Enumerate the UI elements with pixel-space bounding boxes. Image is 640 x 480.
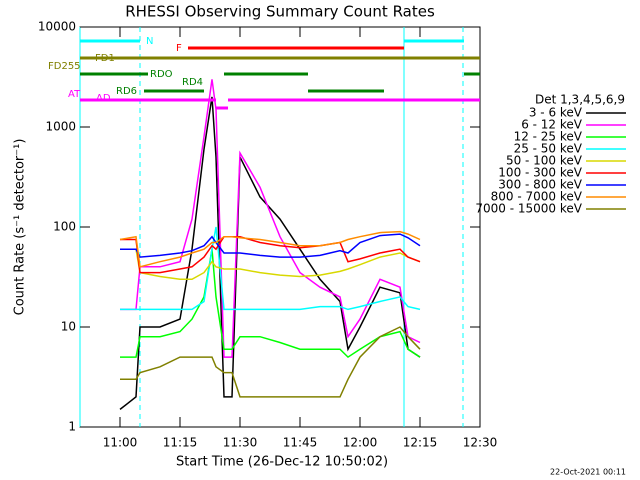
legend-label: 12 - 25 keV (514, 130, 583, 144)
flag-label: RD6 (116, 86, 137, 97)
legend-label: 100 - 300 keV (498, 166, 582, 180)
series-line (120, 226, 421, 311)
flag-label: N (146, 36, 153, 47)
legend-label: 7000 - 15000 keV (475, 202, 582, 216)
x-axis-label: Start Time (26-Dec-12 10:50:02) (176, 455, 388, 470)
y-tick-label: 1 (68, 420, 76, 434)
x-tick-label: 11:45 (283, 436, 318, 450)
legend-label: 50 - 100 keV (506, 154, 583, 168)
series-line (119, 96, 421, 410)
y-tick-label: 10 (61, 320, 76, 334)
series-line (120, 79, 421, 358)
x-tick-label: 11:30 (223, 436, 258, 450)
x-tick-label: 12:15 (403, 436, 438, 450)
y-tick-label: 10000 (38, 20, 76, 34)
legend-label: 3 - 6 keV (529, 106, 583, 120)
series-line (120, 326, 421, 398)
series-line (120, 248, 421, 281)
legend-label: 800 - 7000 keV (491, 190, 583, 204)
series-line (119, 230, 421, 268)
series-line (120, 233, 421, 258)
flag-label: AT (68, 89, 81, 100)
y-axis-label: Count Rate (s⁻¹ detector⁻¹) (13, 139, 28, 316)
chart-title: RHESSI Observing Summary Count Rates (125, 3, 435, 21)
x-tick-label: 11:00 (103, 436, 138, 450)
series-line (120, 235, 421, 274)
y-tick-label: 1000 (45, 120, 76, 134)
x-tick-label: 11:15 (163, 436, 198, 450)
legend-label: 6 - 12 keV (521, 118, 583, 132)
x-tick-label: 12:30 (463, 436, 498, 450)
flag-label: RDO (150, 69, 173, 80)
x-tick-label: 12:00 (343, 436, 378, 450)
flag-label: FD255 (48, 61, 81, 72)
footer: 22-Oct-2021 00:11 (550, 468, 626, 477)
flag-label: F (176, 43, 182, 54)
legend-label: 25 - 50 keV (514, 142, 583, 156)
legend-label: 300 - 800 keV (498, 178, 582, 192)
flag-label: RD4 (182, 77, 203, 88)
y-tick-label: 100 (53, 220, 76, 234)
legend-title: Det 1,3,4,5,6,9 (535, 93, 625, 107)
series-line (120, 249, 421, 359)
